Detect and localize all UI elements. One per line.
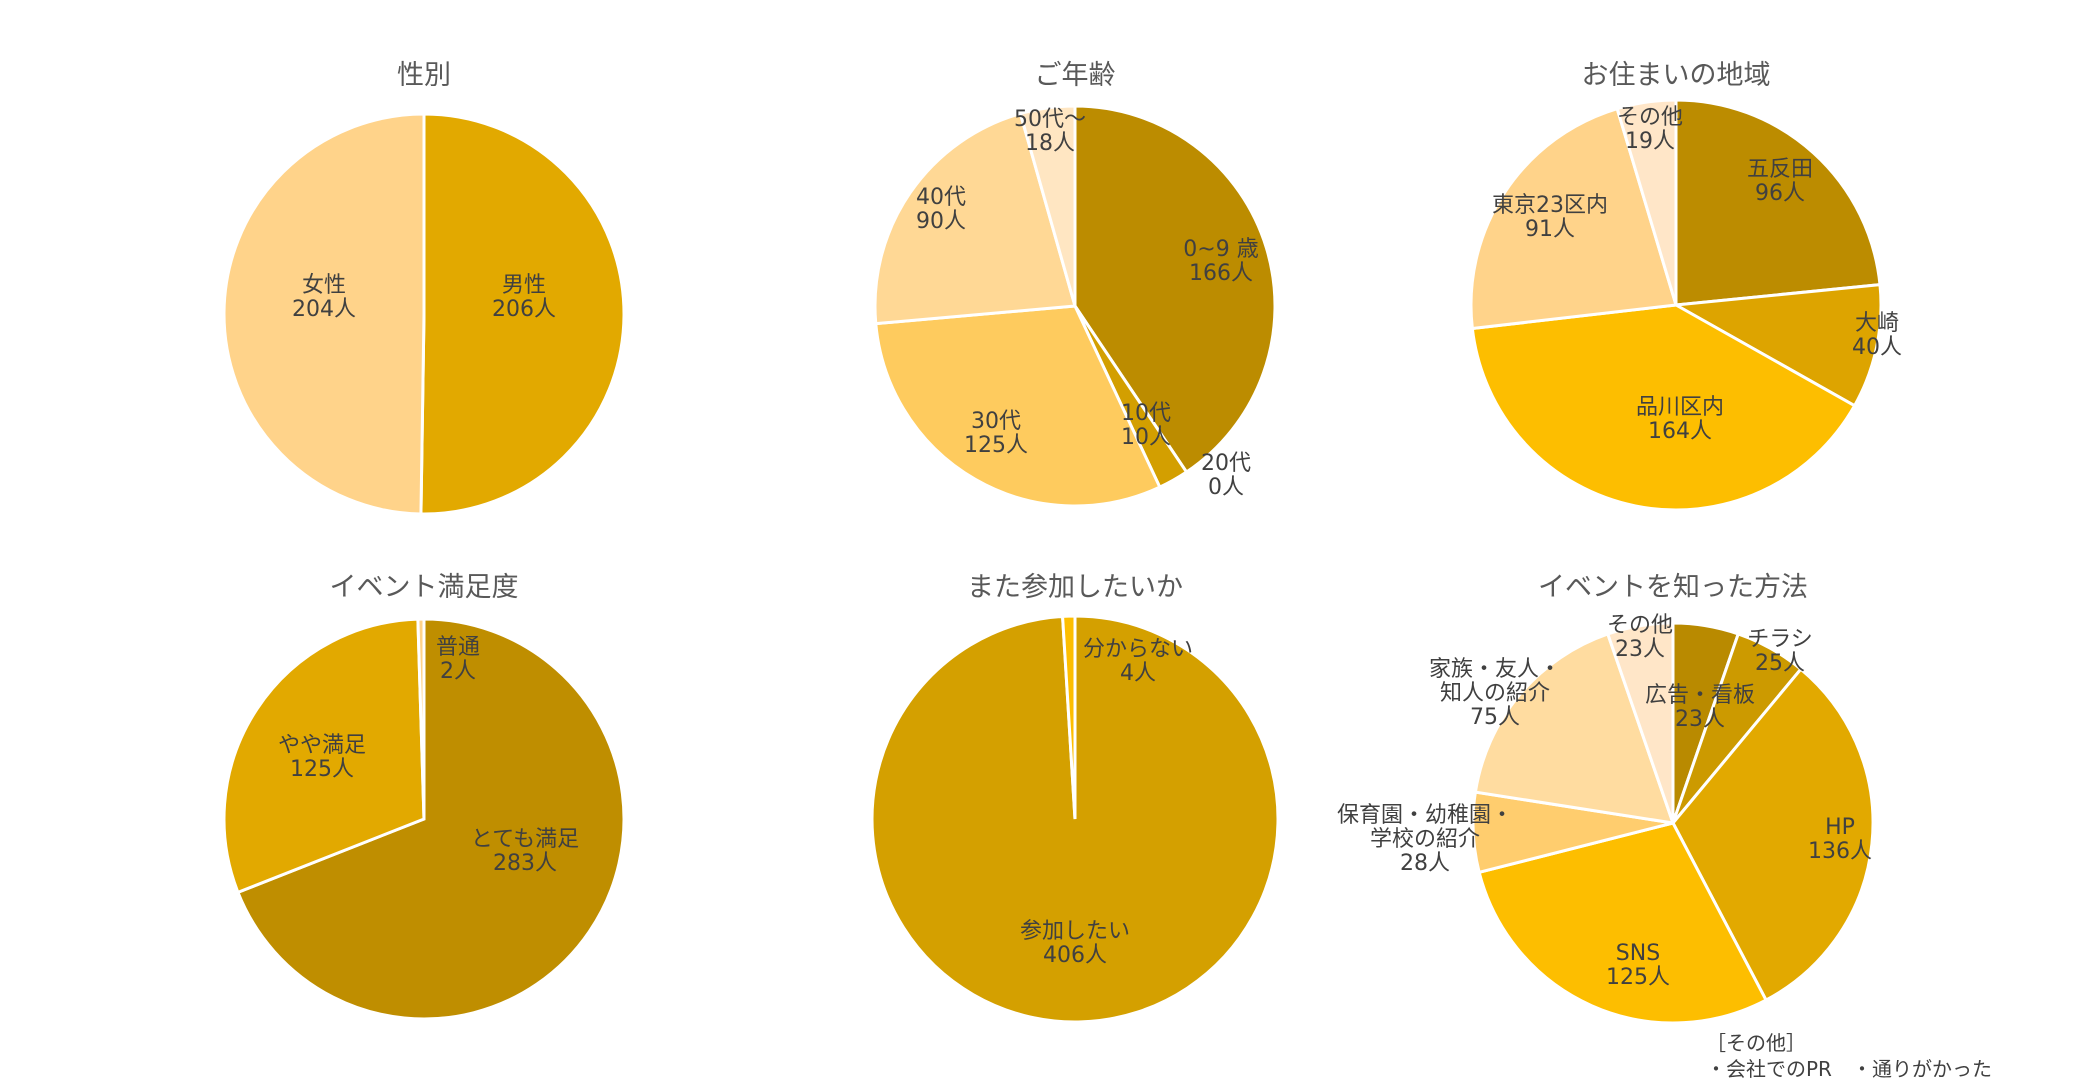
chart-title: ご年齢 [1035,60,1116,91]
slice-label: 参加したい 406人 [1020,919,1130,968]
slice-label: やや満足 125人 [278,733,366,782]
footnote-items: ・会社でのPR ・通りがかった [1706,1057,1992,1081]
pie-slice [1615,98,1678,306]
pie-slice [1018,104,1077,307]
pie-slice [874,304,1162,508]
slice-label: 男性 206人 [492,273,556,322]
chart-title: イベントを知った方法 [1538,572,1808,603]
slice-label: 40代 90人 [916,185,966,234]
pie-slice [1605,621,1675,824]
pie-slice [1073,104,1277,475]
slice-label: 保育園・幼稚園・学校の紹介 28人 [1337,803,1513,876]
pie-slice [1674,98,1882,307]
pie-slice [1469,106,1678,331]
pie-slice [1671,282,1883,408]
slice-label: 広告・看板 23人 [1645,683,1755,732]
slice-label: その他 23人 [1607,613,1673,662]
slice-label: 品川区内 164人 [1636,395,1724,444]
slice-label: 大崎 40人 [1852,311,1902,360]
slice-label: その他 19人 [1617,105,1683,154]
pie-slice [873,111,1077,326]
pie-slice [416,617,426,820]
slice-label: 女性 204人 [292,273,356,322]
slice-label: 五反田 96人 [1747,157,1813,206]
slice-label: とても満足 283人 [471,827,579,876]
slice-label: チラシ 25人 [1747,627,1813,676]
chart-title: お住まいの地域 [1582,60,1771,91]
slice-label: 普通 2人 [436,635,480,684]
slice-label: 10代 10人 [1121,401,1171,450]
slice-label: SNS 125人 [1606,941,1670,990]
slice-label: HP 136人 [1808,815,1872,864]
footnote-heading: ［その他］ [1706,1031,1806,1055]
pie-slice [222,112,426,516]
pie-slice [1470,303,1857,512]
chart-title: また参加したいか [967,572,1183,603]
pie-slice [419,112,626,516]
slice-label: 東京23区内 91人 [1492,193,1608,242]
chart-title: 性別 [397,60,451,91]
slice-label: 20代 0人 [1201,451,1251,500]
pie-slice [235,617,626,1021]
pie-chart-2: ご年齢 0~9 歳 166人 10代 10人 20代 0人 30代 125人 40代 90人 50代～… [873,60,1277,508]
pie-slice [222,617,426,895]
slice-label: 30代 125人 [964,409,1028,458]
chart-title: イベント満足度 [330,572,519,603]
pie-slice [1060,614,1077,820]
other-footnote: ［その他］ ・会社でのPR ・通りがかった [1706,1030,1992,1082]
slice-label: 分からない 4人 [1083,637,1193,686]
slice-label: 50代～ 18人 [1014,107,1086,156]
slice-label: 0~9 歳 166人 [1183,237,1258,286]
slice-label: 家族・友人・知人の紹介 75人 [1429,657,1561,730]
pie-slice [1477,821,1769,1025]
